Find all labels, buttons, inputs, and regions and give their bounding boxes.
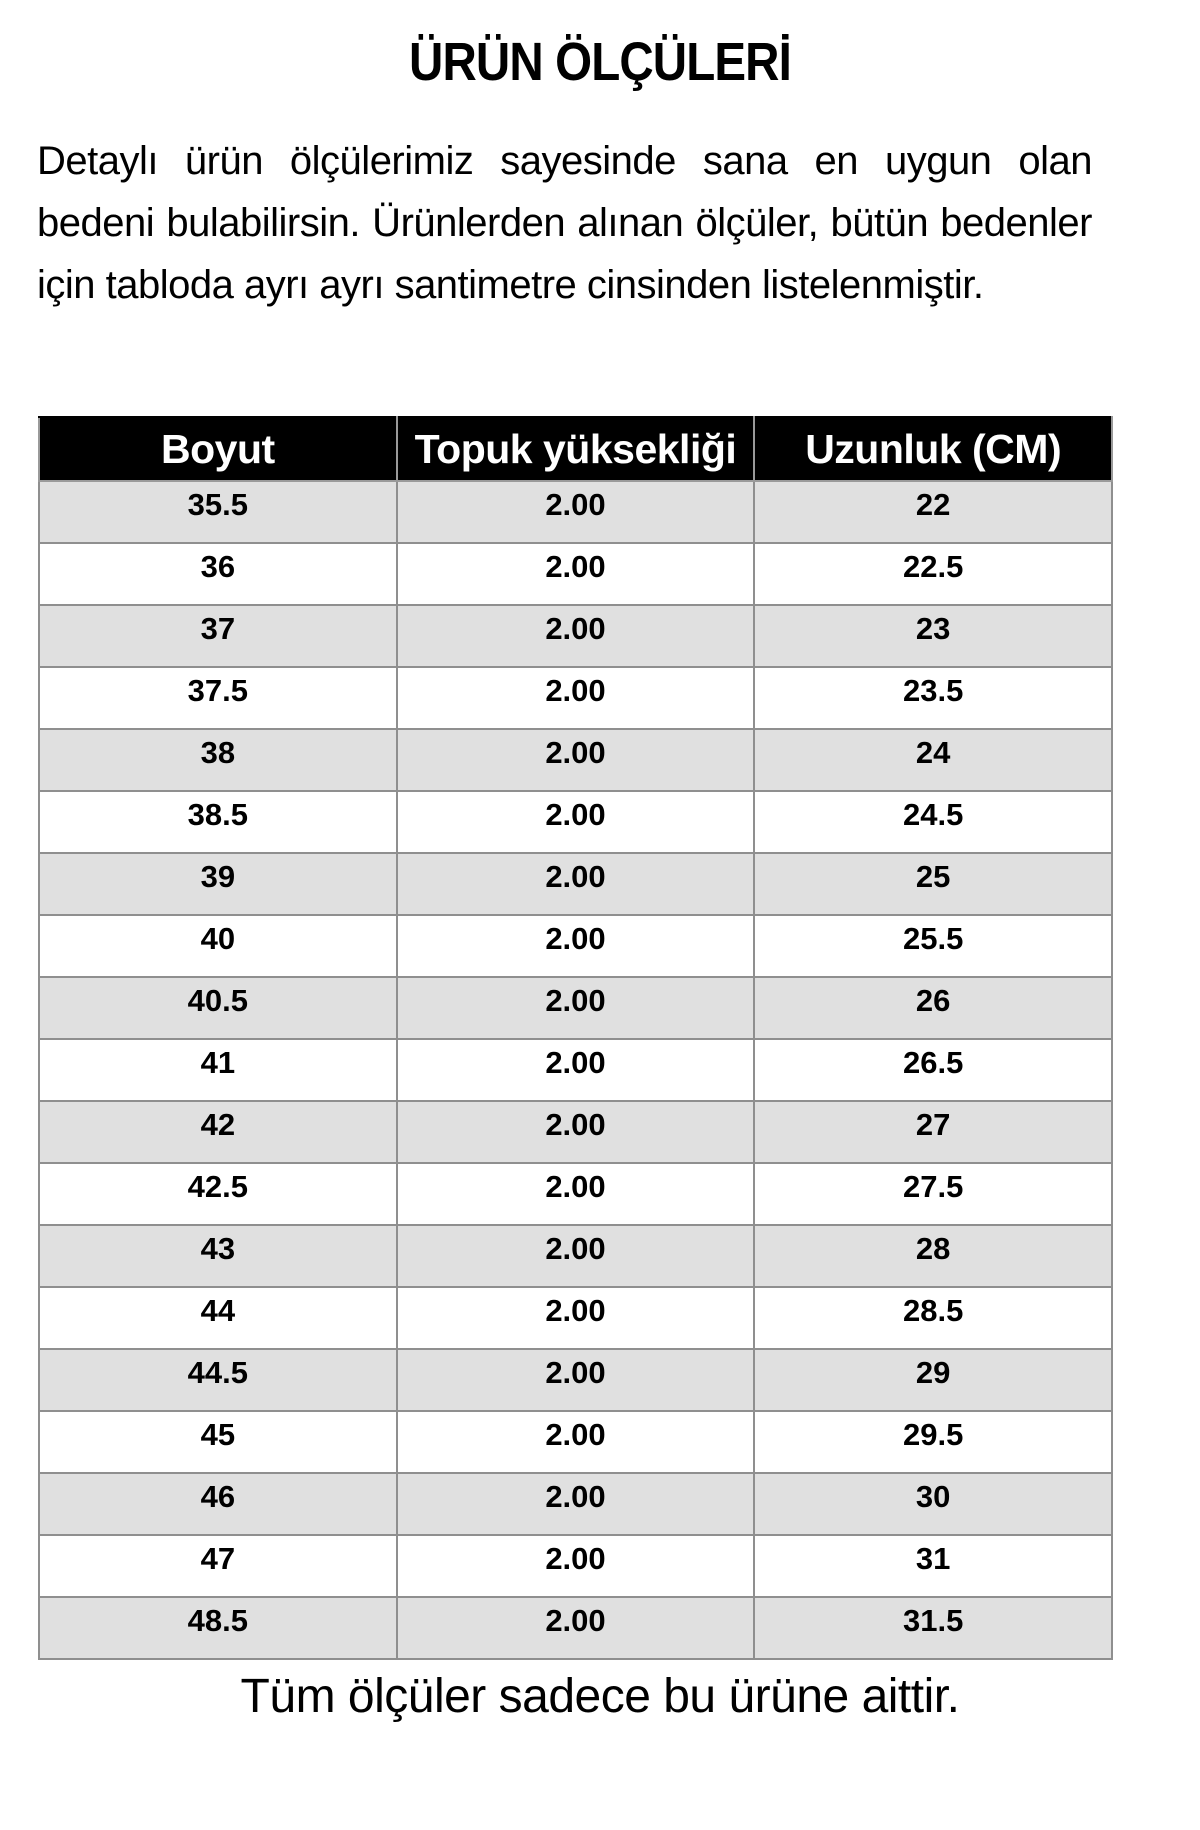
table-row: 42.5 2.00 27.5 [38, 1162, 1113, 1226]
table-row: 39 2.00 25 [38, 852, 1113, 916]
table-row: 46 2.00 30 [38, 1472, 1113, 1536]
length-cell: 23 [753, 604, 1113, 668]
footer-note: Tüm ölçüler sadece bu ürüne aittir. [240, 1670, 960, 1723]
column-header-size: Boyut [38, 416, 398, 482]
size-guide-page: ÜRÜN ÖLÇÜLERİ Detaylı ürün ölçülerimiz s… [0, 30, 1200, 1830]
table-row: 38 2.00 24 [38, 728, 1113, 792]
size-cell: 44.5 [38, 1348, 398, 1412]
length-cell: 28.5 [753, 1286, 1113, 1350]
table-row: 48.5 2.00 31.5 [38, 1596, 1113, 1660]
size-cell: 37.5 [38, 666, 398, 730]
column-header-heel-height: Topuk yüksekliği [395, 416, 756, 482]
size-cell: 40 [38, 914, 398, 978]
heel-height-cell: 2.00 [395, 1348, 756, 1412]
heel-height-cell: 2.00 [395, 666, 756, 730]
table-row: 41 2.00 26.5 [38, 1038, 1113, 1102]
table-row: 37.5 2.00 23.5 [38, 666, 1113, 730]
length-cell: 22.5 [753, 542, 1113, 606]
heel-height-cell: 2.00 [395, 790, 756, 854]
size-cell: 35.5 [38, 480, 398, 544]
length-cell: 26.5 [753, 1038, 1113, 1102]
length-cell: 24.5 [753, 790, 1113, 854]
size-cell: 41 [38, 1038, 398, 1102]
column-header-length: Uzunluk (CM) [753, 416, 1113, 482]
size-cell: 39 [38, 852, 398, 916]
heel-height-cell: 2.00 [395, 914, 756, 978]
size-cell: 42 [38, 1100, 398, 1164]
table-row: 47 2.00 31 [38, 1534, 1113, 1598]
size-cell: 46 [38, 1472, 398, 1536]
heel-height-cell: 2.00 [395, 1410, 756, 1474]
size-table-header: Boyut Topuk yüksekliği Uzunluk (CM) [38, 416, 1113, 482]
table-row: 38.5 2.00 24.5 [38, 790, 1113, 854]
length-cell: 23.5 [753, 666, 1113, 730]
table-row: 40.5 2.00 26 [38, 976, 1113, 1040]
table-row: 40 2.00 25.5 [38, 914, 1113, 978]
size-cell: 36 [38, 542, 398, 606]
size-cell: 42.5 [38, 1162, 398, 1226]
size-cell: 37 [38, 604, 398, 668]
heel-height-cell: 2.00 [395, 1472, 756, 1536]
length-cell: 29.5 [753, 1410, 1113, 1474]
table-row: 42 2.00 27 [38, 1100, 1113, 1164]
heel-height-cell: 2.00 [395, 1596, 756, 1660]
length-cell: 25.5 [753, 914, 1113, 978]
table-row: 35.5 2.00 22 [38, 480, 1113, 544]
size-cell: 38.5 [38, 790, 398, 854]
heel-height-cell: 2.00 [395, 1224, 756, 1288]
page-title: ÜRÜN ÖLÇÜLERİ [409, 32, 792, 92]
heel-height-cell: 2.00 [395, 1162, 756, 1226]
heel-height-cell: 2.00 [395, 604, 756, 668]
table-row: 43 2.00 28 [38, 1224, 1113, 1288]
table-row: 45 2.00 29.5 [38, 1410, 1113, 1474]
size-cell: 48.5 [38, 1596, 398, 1660]
size-table: Boyut Topuk yüksekliği Uzunluk (CM) 35.5… [38, 416, 1113, 1660]
length-cell: 30 [753, 1472, 1113, 1536]
header-row: Boyut Topuk yüksekliği Uzunluk (CM) [38, 416, 1113, 482]
size-cell: 43 [38, 1224, 398, 1288]
table-row: 36 2.00 22.5 [38, 542, 1113, 606]
heel-height-cell: 2.00 [395, 1100, 756, 1164]
heel-height-cell: 2.00 [395, 1534, 756, 1598]
heel-height-cell: 2.00 [395, 852, 756, 916]
size-cell: 44 [38, 1286, 398, 1350]
size-cell: 45 [38, 1410, 398, 1474]
length-cell: 27.5 [753, 1162, 1113, 1226]
length-cell: 31.5 [753, 1596, 1113, 1660]
length-cell: 28 [753, 1224, 1113, 1288]
length-cell: 25 [753, 852, 1113, 916]
size-cell: 40.5 [38, 976, 398, 1040]
heel-height-cell: 2.00 [395, 976, 756, 1040]
table-row: 37 2.00 23 [38, 604, 1113, 668]
size-cell: 38 [38, 728, 398, 792]
length-cell: 27 [753, 1100, 1113, 1164]
heel-height-cell: 2.00 [395, 728, 756, 792]
length-cell: 24 [753, 728, 1113, 792]
length-cell: 29 [753, 1348, 1113, 1412]
heel-height-cell: 2.00 [395, 1038, 756, 1102]
heel-height-cell: 2.00 [395, 480, 756, 544]
size-cell: 47 [38, 1534, 398, 1598]
length-cell: 31 [753, 1534, 1113, 1598]
length-cell: 22 [753, 480, 1113, 544]
length-cell: 26 [753, 976, 1113, 1040]
heel-height-cell: 2.00 [395, 542, 756, 606]
size-table-body: 35.5 2.00 22 36 2.00 22.5 37 2.00 23 37.5 2.00 23.5… [38, 480, 1113, 1660]
intro-text: Detaylı ürün ölçülerimiz sayesinde sana … [37, 139, 1093, 307]
table-row: 44 2.00 28.5 [38, 1286, 1113, 1350]
heel-height-cell: 2.00 [395, 1286, 756, 1350]
table-row: 44.5 2.00 29 [38, 1348, 1113, 1412]
